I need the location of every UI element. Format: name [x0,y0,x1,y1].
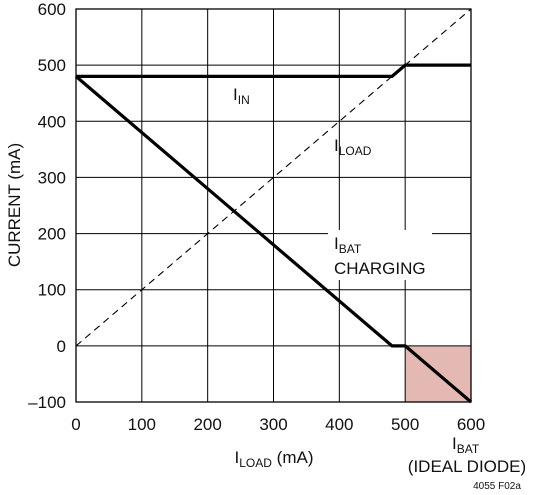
ibat-ideal-label: IBAT [452,434,480,456]
x-tick-label: 200 [193,415,221,434]
y-tick-label: 100 [38,281,66,300]
x-tick-label: 300 [259,415,287,434]
y-tick-label: 300 [38,168,66,187]
plot-frame [75,8,472,403]
x-tick-label: 0 [71,415,80,434]
ibat-charging-label: CHARGING [334,259,426,278]
y-axis-label: CURRENT (mA) [5,143,24,267]
series-line-iload [75,8,472,347]
x-tick-label: 500 [391,415,419,434]
iload-label: ILOAD [334,136,372,158]
x-tick-label: 400 [325,415,353,434]
x-tick-label: 600 [457,415,485,434]
y-tick-label: 400 [38,112,66,131]
y-tick-label: 0 [57,337,66,356]
y-tick-label: 600 [38,0,66,19]
ibat-label: IBAT [334,234,362,256]
y-tick-label: 200 [38,225,66,244]
x-axis-label: ILOAD (mA) [235,448,314,470]
iin-label: IIN [233,85,250,107]
series-line-ibat [74,75,473,404]
x-tick-label: 100 [128,415,156,434]
y-tick-label: –100 [28,393,66,412]
ibat-ideal-diode-label: (IDEAL DIODE) [408,457,526,476]
y-tick-label: 500 [38,56,66,75]
figure-note: 4055 F02a [473,481,521,492]
ibat-label-backdrop [328,230,432,280]
